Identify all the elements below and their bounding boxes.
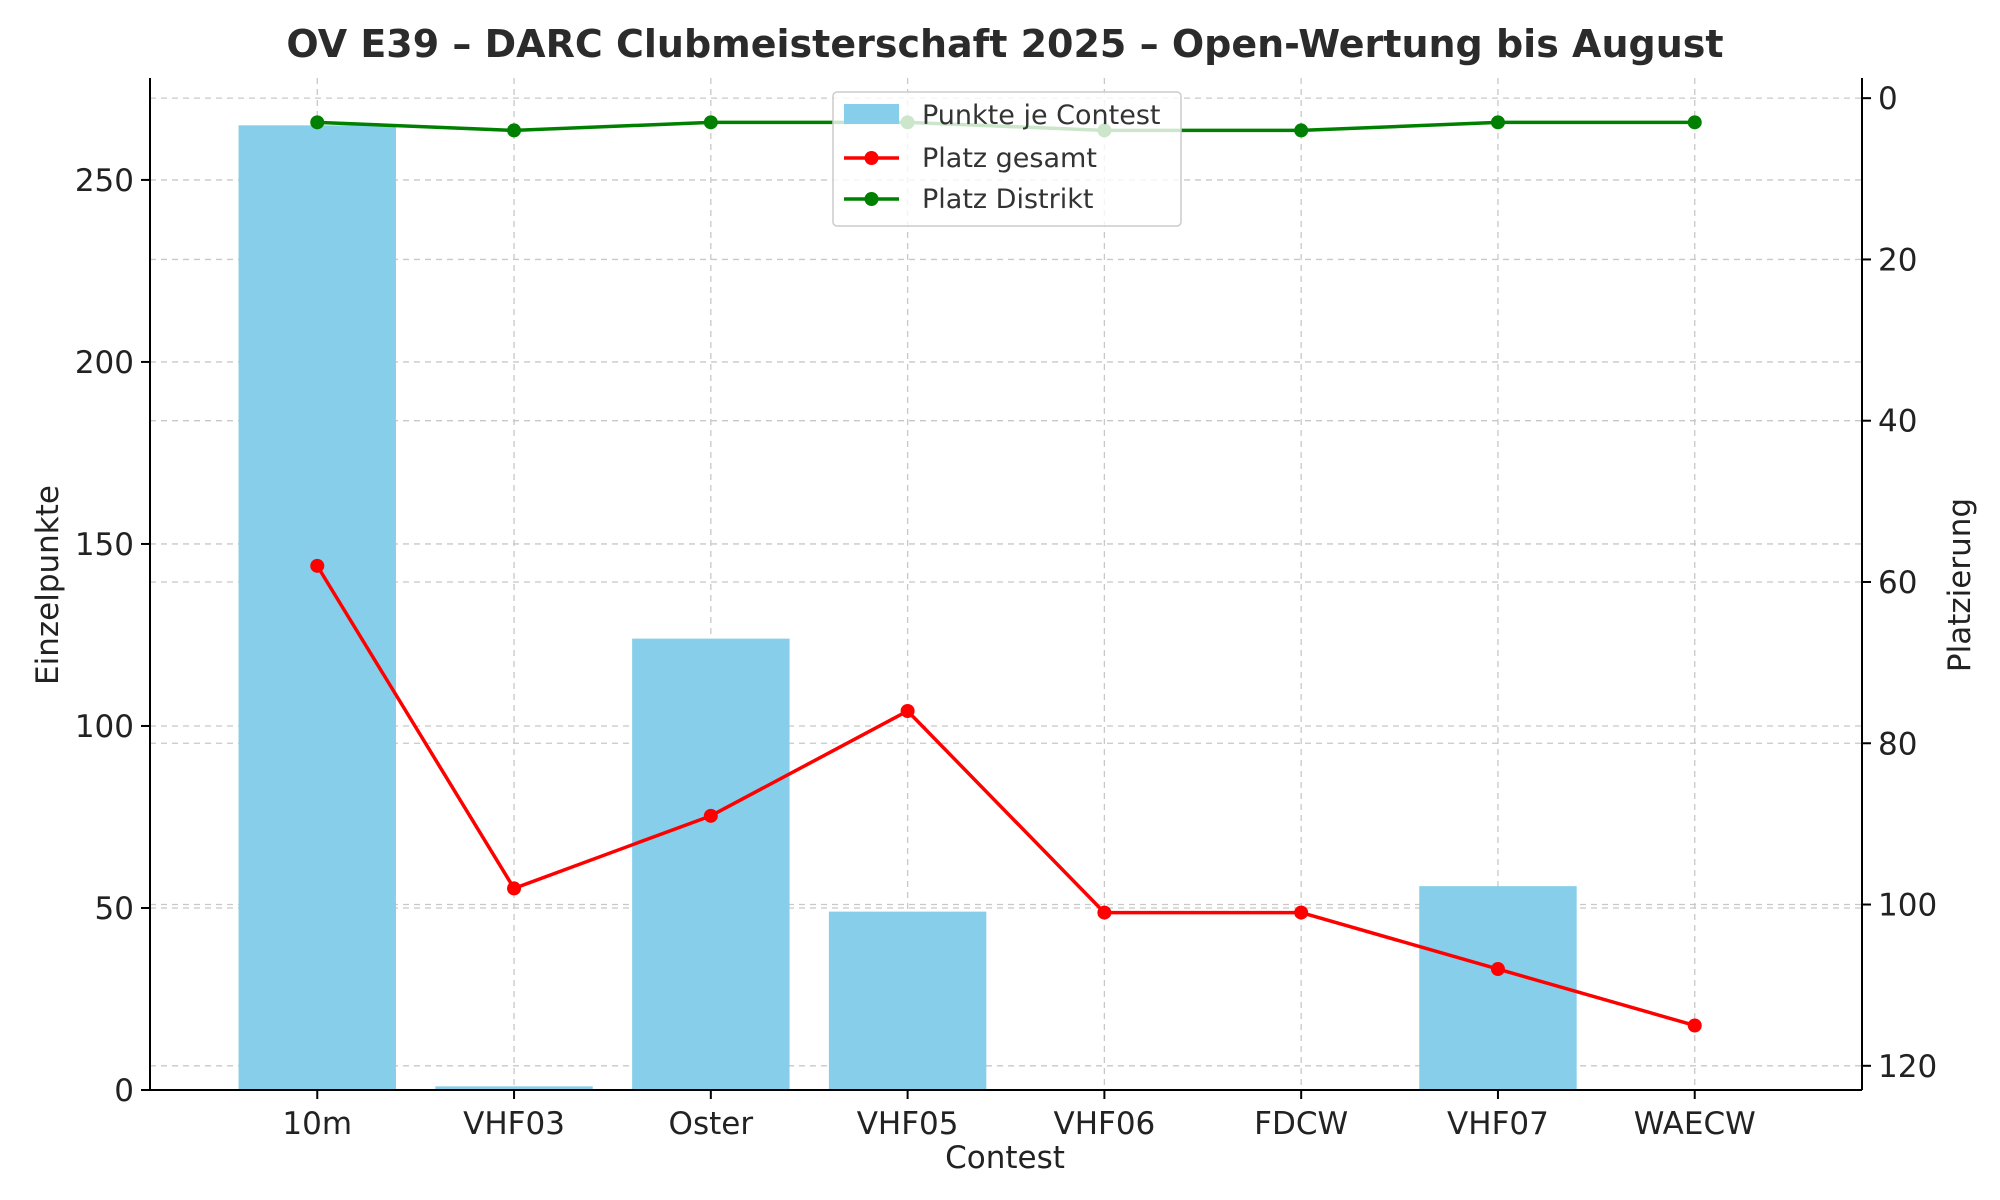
tick-label-x-VHF05: VHF05 <box>857 1106 959 1142</box>
bar-Oster <box>632 638 790 1090</box>
series-0-point-VHF03 <box>507 881 522 896</box>
tick-label-right-2: 40 <box>1878 404 1917 440</box>
legend-swatch-bar <box>844 104 899 124</box>
tick-label-x-Oster: Oster <box>669 1106 754 1142</box>
x-axis-label: Contest <box>945 1140 1065 1176</box>
series-0-point-FDCW <box>1294 905 1309 920</box>
tick-label-right-5: 100 <box>1878 888 1937 924</box>
tick-label-x-10m: 10m <box>282 1106 352 1142</box>
tick-label-right-6: 120 <box>1878 1049 1937 1085</box>
legend-label-gesamt: Platz gesamt <box>922 143 1097 174</box>
legend-label-punkte: Punkte je Contest <box>922 100 1160 131</box>
legend-marker-gesamt <box>864 151 879 165</box>
bar-10m <box>238 125 396 1091</box>
tick-label-left-4: 200 <box>75 345 134 381</box>
tick-label-x-WAECW: WAECW <box>1634 1106 1756 1142</box>
series-1-point-10m <box>310 115 325 130</box>
legend: Punkte je Contest Platz gesamt Platz Dis… <box>832 91 1182 227</box>
bar-VHF07 <box>1419 886 1577 1090</box>
bar-VHF03 <box>435 1086 593 1090</box>
series-1-point-WAECW <box>1687 115 1702 130</box>
tick-label-right-1: 20 <box>1878 242 1917 278</box>
series-0-point-WAECW <box>1687 1018 1702 1033</box>
grid <box>150 78 1862 1091</box>
series-0-point-VHF05 <box>900 704 915 719</box>
tick-label-left-3: 150 <box>75 527 134 563</box>
legend-marker-distrikt <box>864 192 879 206</box>
bar-VHF05 <box>828 911 987 1090</box>
series-1-point-Oster <box>703 115 718 130</box>
tick-label-left-1: 50 <box>95 891 134 927</box>
y-axis-label-right: Platzierung <box>1942 498 1978 672</box>
legend-label-distrikt: Platz Distrikt <box>922 184 1093 215</box>
tick-label-x-VHF07: VHF07 <box>1447 1106 1549 1142</box>
series-0-point-Oster <box>703 808 718 823</box>
series-0-point-VHF06 <box>1097 905 1112 920</box>
tick-label-x-FDCW: FDCW <box>1254 1106 1348 1142</box>
tick-label-left-0: 0 <box>114 1073 134 1109</box>
series-1-point-VHF03 <box>507 123 522 138</box>
series-0-point-10m <box>310 558 325 573</box>
series-1-point-VHF07 <box>1490 115 1505 130</box>
tick-label-right-4: 80 <box>1878 726 1917 762</box>
axes <box>149 78 1863 1091</box>
y-axis-label-left: Einzelpunkte <box>30 485 66 685</box>
series-0-point-VHF07 <box>1490 962 1505 977</box>
tick-label-left-2: 100 <box>75 709 134 745</box>
series-line-0 <box>315 564 1696 1028</box>
tick-label-x-VHF03: VHF03 <box>463 1106 565 1142</box>
tick-label-left-5: 250 <box>75 163 134 199</box>
bars <box>238 125 1577 1091</box>
legend-box <box>832 91 1182 227</box>
tick-label-right-3: 60 <box>1878 565 1917 601</box>
tick-label-right-0: 0 <box>1878 81 1898 117</box>
chart-title: OV E39 – DARC Clubmeisterschaft 2025 – O… <box>286 22 1723 66</box>
tick-label-x-VHF06: VHF06 <box>1053 1106 1155 1142</box>
series-1-point-FDCW <box>1294 123 1309 138</box>
ticks: 0 50 100 150 200 250 0 20 40 60 80 100 120 10m VHF03 Os… <box>75 81 1937 1142</box>
